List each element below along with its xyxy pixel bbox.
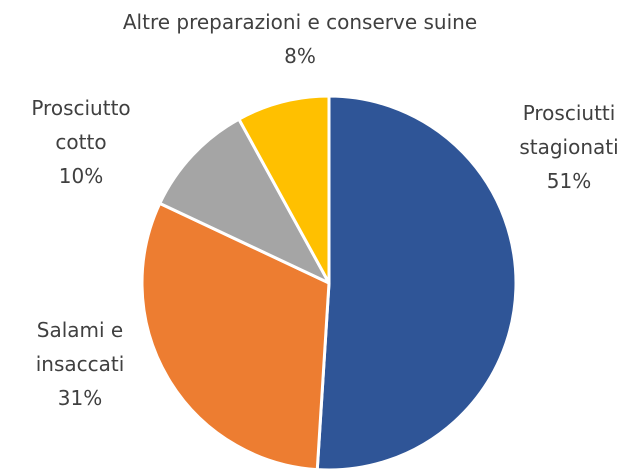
category-label: Salami e insaccati <box>35 318 125 376</box>
pie-slice <box>237 94 331 285</box>
value-label: 10% <box>58 164 104 188</box>
value-label: 51% <box>546 169 592 193</box>
slice-label: Prosciutti stagionati 51% <box>499 96 639 198</box>
category-label: Prosciutto cotto <box>31 96 131 154</box>
slice-label: Altre preparazioni e conserve suine 8% <box>105 5 495 73</box>
value-label: 31% <box>57 386 103 410</box>
slice-label: Salami e insaccati 31% <box>15 313 145 415</box>
pie-slice <box>315 94 518 469</box>
pie-slice <box>140 201 331 469</box>
pie-slice <box>158 117 331 285</box>
slice-label: Prosciutto cotto 10% <box>16 91 146 193</box>
value-label: 8% <box>284 44 316 68</box>
category-label: Altre preparazioni e conserve suine <box>122 10 478 34</box>
category-label: Prosciutti stagionati <box>519 101 619 159</box>
